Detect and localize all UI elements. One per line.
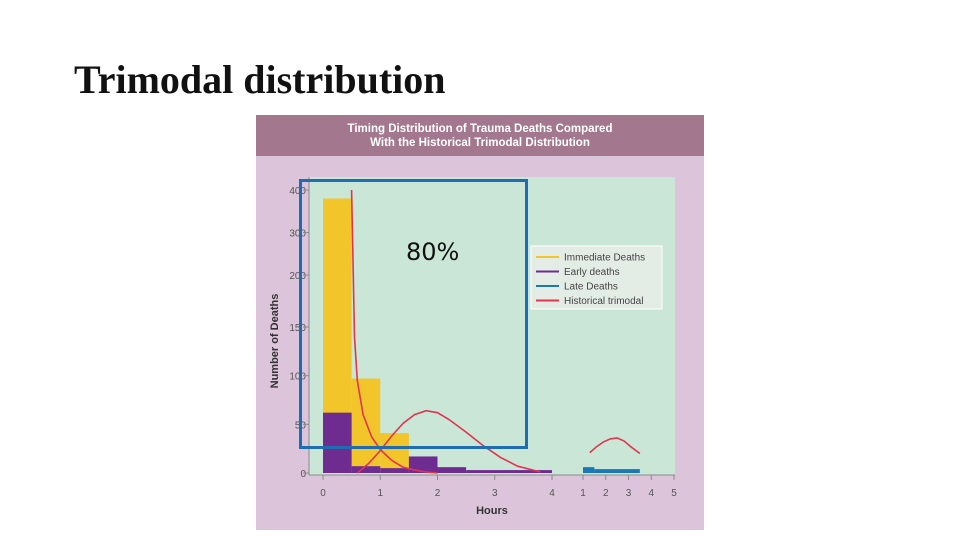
bar-late-deaths (594, 469, 640, 473)
x-tick-label: 2 (435, 488, 441, 499)
bar-early-deaths (351, 466, 381, 473)
bar-early-deaths (466, 470, 552, 473)
slide-title: Trimodal distribution (74, 57, 446, 102)
bar-early-deaths (408, 456, 438, 473)
x-axis: 0 1 2 3 4 1 2 3 4 5 (320, 475, 677, 499)
chart-figure: Timing Distribution of Trauma Deaths Com… (256, 115, 704, 530)
chart-title-line-2: With the Historical Trimodal Distributio… (370, 136, 590, 149)
chart-title-line-1: Timing Distribution of Trauma Deaths Com… (347, 122, 613, 135)
x-tick-label: 1 (580, 488, 586, 499)
x-tick-label: 1 (377, 488, 383, 499)
bar-immediate-deaths (351, 378, 381, 473)
x-axis-label: Hours (476, 505, 508, 517)
x-tick-label: 3 (492, 488, 498, 499)
x-tick-label: 0 (320, 488, 326, 499)
bar-early-deaths (437, 467, 467, 473)
legend-item-label: Immediate Deaths (564, 253, 645, 264)
percentage-annotation: 80% (406, 238, 460, 266)
highlight-box (299, 179, 528, 449)
y-tick-label: 100 (289, 372, 306, 383)
y-axis-label: Number of Deaths (269, 294, 281, 389)
legend-item-label: Late Deaths (564, 282, 618, 293)
bar-early-deaths (380, 468, 409, 473)
legend-item-label: Historical trimodal (564, 296, 643, 307)
x-tick-label: 5 (671, 488, 677, 499)
historical-trimodal-peak-3 (589, 437, 641, 455)
bars (323, 198, 640, 473)
y-tick-label: 200 (289, 271, 306, 282)
legend-item-label: Early deaths (564, 267, 620, 278)
chart-title: Timing Distribution of Trauma Deaths Com… (256, 115, 704, 156)
x-tick-label: 4 (549, 488, 555, 499)
y-tick-label: 150 (289, 323, 306, 334)
bar-early-deaths (323, 412, 352, 473)
bar-late-deaths (583, 467, 595, 473)
x-tick-label: 4 (648, 488, 654, 499)
x-tick-label: 3 (626, 488, 632, 499)
y-tick-label: 300 (289, 229, 306, 240)
legend: Immediate Deaths Early deaths Late Deaths H… (530, 245, 663, 310)
y-tick-label: 0 (300, 469, 306, 480)
x-tick-label: 2 (603, 488, 609, 499)
y-tick-label: 400 (289, 186, 306, 197)
